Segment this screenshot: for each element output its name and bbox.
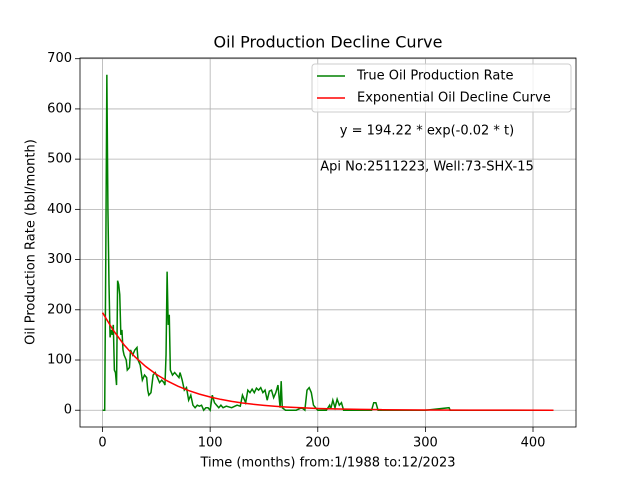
data-line (102, 74, 554, 412)
x-tick-label: 0 (98, 436, 106, 451)
plot-frame (79, 57, 577, 428)
legend-label: Exponential Oil Decline Curve (357, 91, 551, 106)
y-tick-label: 600 (47, 101, 72, 116)
annotation: Api No:2511223, Well:73-SHX-15 (320, 160, 534, 175)
x-tick-label: 400 (521, 436, 546, 451)
legend-label: True Oil Production Rate (356, 69, 513, 84)
annotation: y = 194.22 * exp(-0.02 * t) (340, 124, 514, 139)
x-tick-label: 300 (413, 436, 438, 451)
chart-title: Oil Production Decline Curve (214, 33, 443, 52)
x-tick-label: 200 (305, 436, 330, 451)
y-tick-label: 300 (47, 252, 72, 267)
y-tick-label: 0 (64, 403, 72, 418)
y-tick-label: 100 (47, 353, 72, 368)
x-tick-label: 100 (198, 436, 223, 451)
y-tick-label: 500 (47, 152, 72, 167)
y-tick-label: 200 (47, 302, 72, 317)
legend-box (311, 63, 572, 113)
y-tick-label: 700 (47, 51, 72, 66)
data-line (101, 312, 554, 411)
x-axis-label: Time (months) from:1/1988 to:12/2023 (199, 456, 455, 471)
y-axis-label: Oil Production Rate (bbl/month) (24, 139, 39, 345)
y-tick-label: 400 (47, 202, 72, 217)
